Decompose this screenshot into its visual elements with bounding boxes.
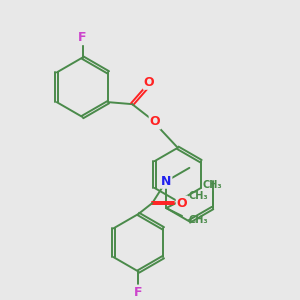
Text: CH₃: CH₃ bbox=[189, 215, 208, 225]
Text: O: O bbox=[144, 76, 154, 89]
Text: F: F bbox=[134, 286, 143, 299]
Text: CH₃: CH₃ bbox=[189, 191, 208, 201]
Text: CH₃: CH₃ bbox=[203, 180, 222, 190]
Text: O: O bbox=[177, 196, 188, 210]
Text: N: N bbox=[161, 175, 171, 188]
Text: F: F bbox=[78, 31, 87, 44]
Text: O: O bbox=[150, 116, 160, 128]
